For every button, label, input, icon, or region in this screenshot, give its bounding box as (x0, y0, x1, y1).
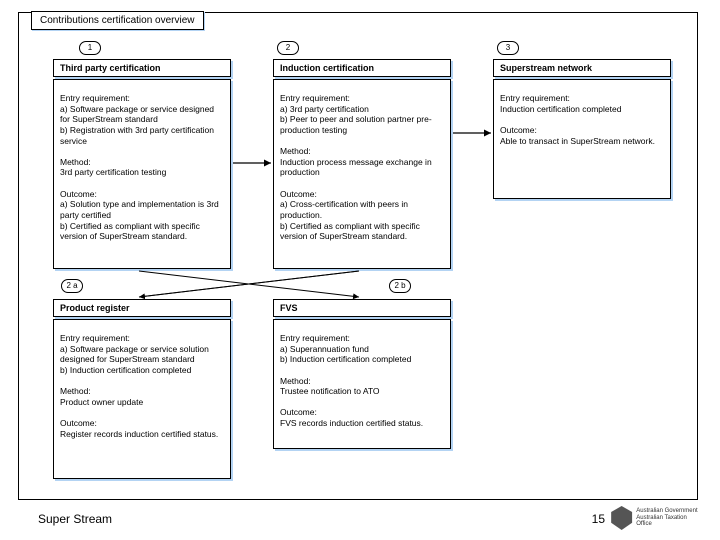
box-body-text: Entry requirement: Induction certificati… (494, 90, 670, 149)
logo-line2: Australian Taxation Office (636, 515, 702, 528)
box-fvs-body: Entry requirement: a) Superannuation fun… (273, 319, 451, 449)
box-body-text: Entry requirement: a) Software package o… (54, 90, 230, 245)
step-2b-badge: 2 b (389, 279, 411, 293)
box-title-text: Third party certification (54, 60, 230, 76)
box-induction-body: Entry requirement: a) 3rd party certific… (273, 79, 451, 269)
box-third-party-title: Third party certification (53, 59, 231, 77)
step-1-badge: 1 (79, 41, 101, 55)
box-body-text: Entry requirement: a) Software package o… (54, 330, 230, 442)
diagram-frame: Contributions certification overview 1 2… (18, 12, 698, 500)
box-induction-title: Induction certification (273, 59, 451, 77)
box-third-party-body: Entry requirement: a) Software package o… (53, 79, 231, 269)
diagram-title: Contributions certification overview (31, 11, 204, 30)
box-network-title: Superstream network (493, 59, 671, 77)
box-body-text: Entry requirement: a) Superannuation fun… (274, 330, 450, 432)
box-network-body: Entry requirement: Induction certificati… (493, 79, 671, 199)
box-body-text: Entry requirement: a) 3rd party certific… (274, 90, 450, 245)
step-2-badge: 2 (277, 41, 299, 55)
gov-logo: Australian Government Australian Taxatio… (610, 504, 702, 532)
box-title-text: Superstream network (494, 60, 670, 76)
box-title-text: Induction certification (274, 60, 450, 76)
page-number: 15 (592, 512, 605, 526)
box-fvs-title: FVS (273, 299, 451, 317)
step-3-badge: 3 (497, 41, 519, 55)
box-title-text: Product register (54, 300, 230, 316)
box-title-text: FVS (274, 300, 450, 316)
footer-brand: Super Stream (38, 512, 112, 526)
logo-text: Australian Government Australian Taxatio… (636, 508, 702, 528)
crest-icon (610, 506, 633, 530)
step-2a-badge: 2 a (61, 279, 83, 293)
logo-line1: Australian Government (636, 508, 702, 515)
box-product-register-body: Entry requirement: a) Software package o… (53, 319, 231, 479)
box-product-register-title: Product register (53, 299, 231, 317)
